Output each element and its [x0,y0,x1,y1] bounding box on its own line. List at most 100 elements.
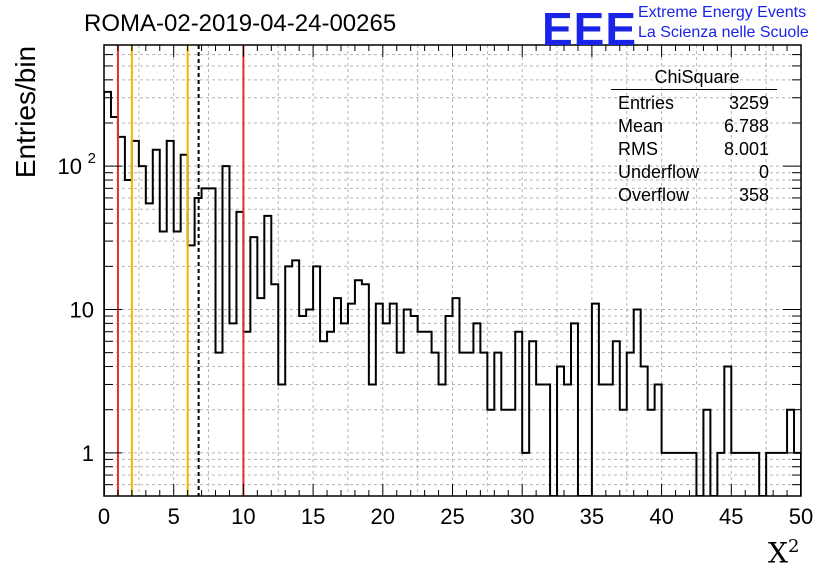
histogram-bin [655,384,662,496]
histogram-bin [404,309,411,496]
stats-title: ChiSquare [611,67,777,90]
stats-label: Underflow [618,162,700,182]
stats-value: 0 [758,162,769,182]
histogram-bin [139,166,146,496]
histogram-bin [264,216,271,496]
histogram-bin [292,260,299,496]
histogram-bin [146,203,153,496]
histogram-bin [627,353,634,496]
histogram-bin [515,332,522,496]
x-axis-label-sup: 2 [787,536,800,557]
histogram-bin [313,266,320,496]
logo-line-2: La Scienza nelle Scuole [638,24,809,41]
y-tick-label: 10 [70,297,94,322]
histogram-bin [480,353,487,496]
histogram-bin [167,141,174,496]
y-axis-label: Entries/bin [10,45,41,179]
x-tick-label: 50 [789,504,813,529]
x-tick-label: 5 [168,504,180,529]
histogram-bin [397,353,404,496]
histogram-bin [599,384,606,496]
histogram-bin [543,384,550,496]
histogram-bin [808,453,815,496]
histogram-bin [641,367,648,496]
x-axis-label: X2 [768,536,799,569]
logo-line-1: Extreme Energy Events [638,4,807,21]
stats-value: 3259 [728,93,769,113]
histogram-bin [425,332,432,496]
x-tick-label: 20 [371,504,395,529]
x-axis-label-text: X [768,536,788,570]
histogram-bin [411,316,418,496]
y-tick-label-sup: 2 [88,150,96,167]
histogram-bin [104,92,111,496]
histogram-bin [529,341,536,496]
histogram-bin [829,453,836,496]
stats-box: ChiSquare Entries 3259 Mean 6.788 RMS 8.001… [611,67,777,207]
x-tick-label: 25 [440,504,464,529]
histogram-bin [216,353,223,496]
stats-label: RMS [618,139,658,159]
histogram-bin [299,316,306,496]
histogram-bin [236,212,243,496]
histogram-bin [306,309,313,496]
histogram-bin [446,316,453,496]
histogram-bin [222,166,229,496]
x-tick-label: 30 [510,504,534,529]
histogram-bin [459,353,466,496]
stats-row-overflow: Overflow 358 [611,184,777,207]
histogram-bin [355,280,362,496]
histogram-bin [369,384,376,496]
y-tick-label: 1 [82,441,94,466]
histogram-bin [132,141,139,496]
histogram-bin [432,353,439,496]
histogram-bin [613,341,620,496]
histogram-bin [209,188,216,496]
histogram-bin [815,453,822,496]
histogram-outline [104,90,801,496]
chart-title: ROMA-02-2019-04-24-00265 [84,10,397,37]
stats-label: Overflow [618,185,690,205]
stats-value: 6.788 [723,116,769,136]
histogram-bin [320,341,327,496]
x-tick-label: 40 [649,504,673,529]
histogram-bin [125,180,132,496]
stats-value: 358 [738,185,769,205]
x-tick-label: 35 [580,504,604,529]
histogram-bin [564,384,571,496]
stats-value: 8.001 [723,139,769,159]
histogram-bin [285,266,292,496]
histogram-bin [822,453,829,496]
y-tick-label: 10 [58,154,82,179]
stats-row-rms: RMS 8.001 [611,138,777,161]
histogram-bin [466,353,473,496]
x-tick-label: 15 [301,504,325,529]
histogram-bin [439,384,446,496]
histogram-bin [724,367,731,496]
eee-logo: EEE [542,3,638,55]
histogram-bin [181,155,188,496]
histogram-bin [202,188,209,496]
x-tick-label: 0 [98,504,110,529]
histogram-bin [278,384,285,496]
histogram-bin [536,384,543,496]
x-tick-label: 10 [231,504,255,529]
histogram-bin [494,353,501,496]
stats-label: Mean [618,116,664,136]
histogram-bin [243,332,250,496]
stats-row-entries: Entries 3259 [611,92,777,115]
histogram-bin [606,384,613,496]
histogram-bin [174,232,181,496]
histogram-bin [557,367,564,496]
histogram-bin [111,117,118,496]
stats-row-underflow: Underflow 0 [611,161,777,184]
x-tick-label: 45 [719,504,743,529]
stats-label: Entries [618,93,675,113]
histogram-bin [418,332,425,496]
stats-row-mean: Mean 6.788 [611,115,777,138]
histogram-bin [188,245,195,496]
histogram-bin [160,232,167,496]
histogram-bin [634,309,641,496]
histogram-bin [327,332,334,496]
